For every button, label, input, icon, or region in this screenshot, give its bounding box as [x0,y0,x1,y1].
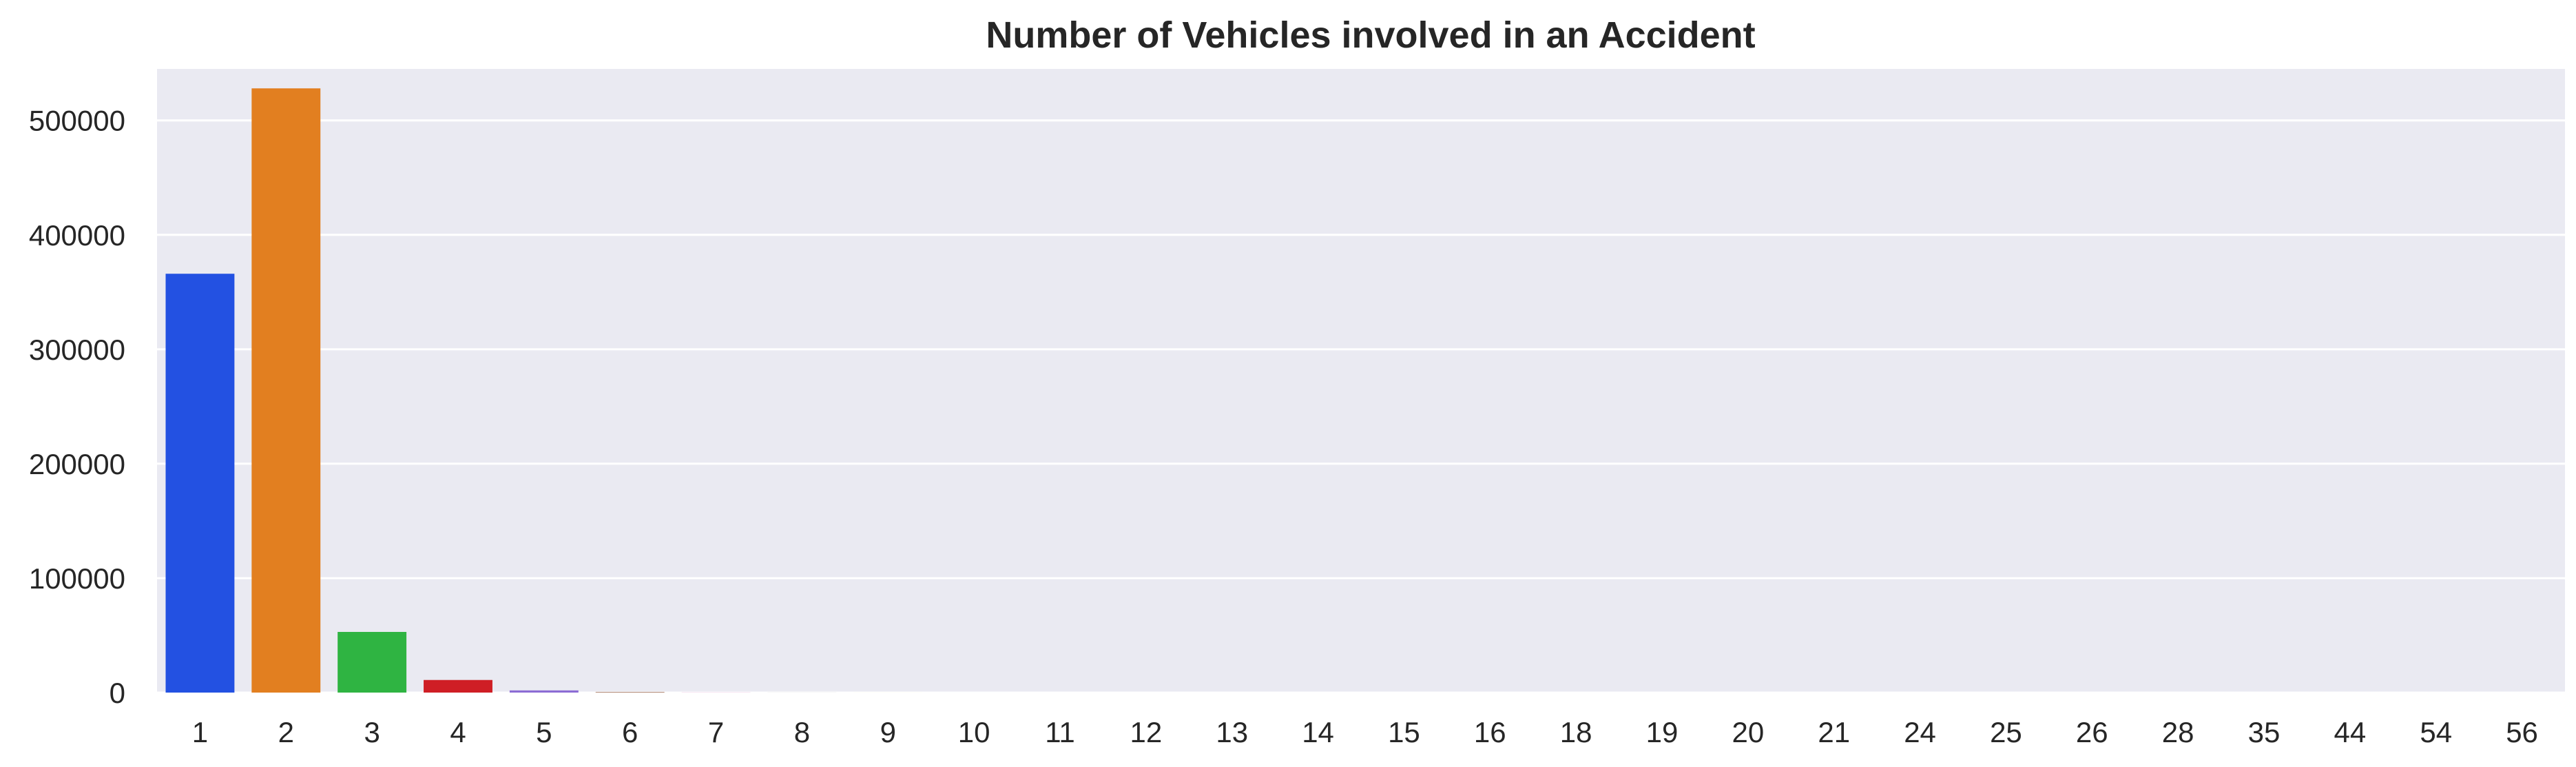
x-tick-label: 9 [880,716,896,748]
x-tick-label: 56 [2506,716,2538,748]
y-tick-label: 400000 [29,219,125,252]
x-tick-label: 2 [278,716,294,748]
x-tick-label: 35 [2248,716,2281,748]
x-tick-label: 5 [536,716,552,748]
bar-4 [424,679,492,693]
x-tick-label: 10 [958,716,990,748]
x-tick-label: 18 [1560,716,1592,748]
x-tick-label: 1 [192,716,208,748]
y-axis-ticks: 0 100000 200000 300000 400000 500000 [29,105,125,709]
y-tick-label: 100000 [29,562,125,595]
x-tick-label: 44 [2334,716,2366,748]
bar-2 [251,88,321,693]
x-tick-label: 11 [1045,716,1075,748]
x-tick-label: 8 [794,716,810,748]
x-tick-label: 3 [364,716,380,748]
y-tick-label: 500000 [29,105,125,137]
x-tick-label: 16 [1474,716,1506,748]
chart-title: Number of Vehicles involved in an Accide… [986,14,1755,56]
x-tick-label: 7 [708,716,724,748]
bar-5 [509,690,579,693]
x-tick-label: 24 [1904,716,1936,748]
x-tick-label: 54 [2420,716,2452,748]
bar-3 [337,631,407,693]
y-tick-label: 300000 [29,334,125,366]
x-axis-ticks: 1 2 3 4 5 6 7 8 9 10 11 12 13 14 15 16 18 19 20 21 24 25 26 28 3… [192,716,2538,748]
bar-6 [595,692,665,693]
x-tick-label: 28 [2162,716,2194,748]
x-tick-label: 14 [1302,716,1334,748]
x-tick-label: 4 [450,716,466,748]
y-tick-label: 200000 [29,448,125,480]
x-tick-label: 19 [1646,716,1679,748]
x-tick-label: 12 [1130,716,1162,748]
plot-area [157,69,2565,693]
x-tick-label: 20 [1732,716,1764,748]
x-tick-label: 13 [1216,716,1248,748]
x-tick-label: 26 [2076,716,2108,748]
x-tick-label: 21 [1818,716,1850,748]
bar-1 [165,274,235,693]
x-tick-label: 25 [1990,716,2022,748]
bars [165,88,2557,693]
y-tick-label: 0 [110,677,125,709]
x-tick-label: 15 [1388,716,1420,748]
x-tick-label: 6 [622,716,638,748]
